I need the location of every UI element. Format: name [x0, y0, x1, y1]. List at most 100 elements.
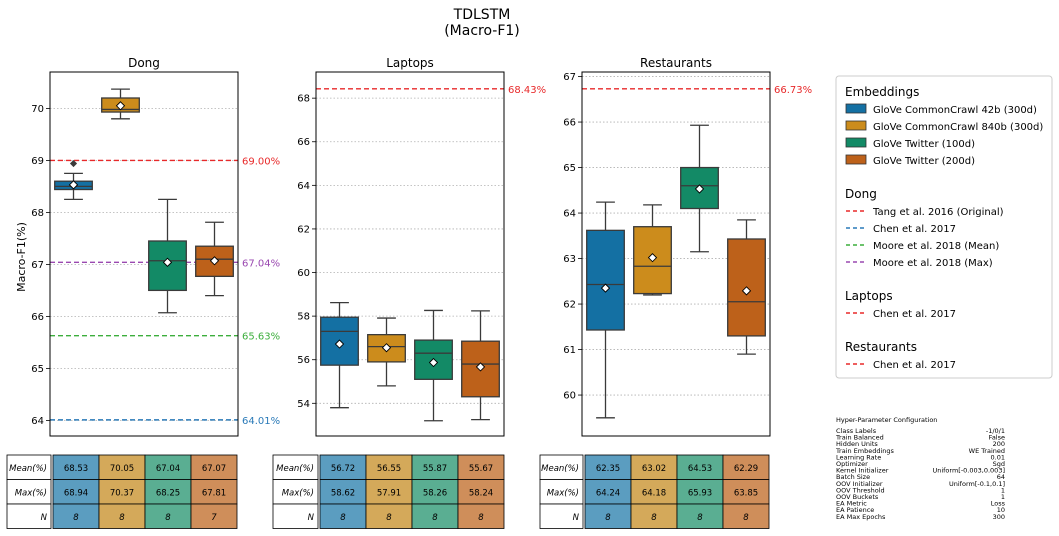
legend-swatch: [845, 103, 867, 114]
table-cell: [630, 479, 678, 505]
table-row-label: Mean(%): [9, 464, 47, 474]
table-cell-value: 7: [211, 513, 217, 523]
mean-marker: [381, 343, 392, 353]
table-row-header: [539, 479, 584, 505]
y-tick-label: 64: [297, 181, 310, 192]
y-tick-label: 64: [31, 416, 44, 427]
y-tick-label: 70: [31, 104, 44, 115]
y-tick-label: 68: [297, 94, 310, 105]
legend-item-label: Chen et al. 2017: [873, 360, 956, 371]
table-cell-value: 67.07: [202, 464, 226, 474]
table-cell-value: 8: [73, 513, 79, 523]
table-row-header: [272, 503, 319, 529]
y-tick-label: 67: [31, 260, 44, 271]
table-cell: [411, 454, 459, 480]
table-row-header: [6, 503, 52, 529]
reference-line-label: 69.00%: [242, 156, 280, 167]
legend-item-label: Chen et al. 2017: [873, 224, 956, 235]
panel-dong: Dong 64 65 66 67 68 69 70 69.00% 67.04% 65.63% 64.0…: [31, 56, 280, 437]
table-cell-value: 58.26: [423, 488, 447, 498]
table-cell-value: 70.37: [110, 488, 134, 498]
table-cell: [676, 503, 724, 529]
y-tick-label: 61: [563, 345, 576, 356]
table-cell-value: 56.55: [377, 464, 401, 474]
legend-item-label: Moore et al. 2018 (Max): [873, 258, 993, 269]
mean-marker: [115, 101, 126, 111]
panel-title: Dong: [128, 56, 160, 70]
table-cell-value: 57.91: [377, 488, 401, 498]
hyperparam-key: Batch Size: [836, 473, 870, 481]
table-row-header: [272, 454, 319, 480]
table-cell-value: 8: [743, 513, 749, 523]
y-tick-label: 64: [563, 209, 576, 220]
reference-line-label: 68.43%: [508, 85, 546, 96]
table-cell: [144, 479, 192, 505]
table-cell: [722, 503, 770, 529]
hyperparam-key: Train Balanced: [835, 434, 884, 442]
table-cell-value: 56.72: [331, 464, 355, 474]
table-cell-value: 64.24: [596, 488, 620, 498]
legend-section-title: Dong: [845, 187, 877, 201]
table-cell-value: 55.67: [469, 464, 493, 474]
mean-marker: [209, 256, 220, 266]
hyperparam-value: 10: [997, 506, 1005, 514]
legend-swatch: [845, 154, 867, 165]
hyperparam-title: Hyper-Parameter Configuration: [836, 416, 937, 424]
table-cell: [190, 479, 238, 505]
table-cell: [365, 503, 413, 529]
reference-line-label: 64.01%: [242, 416, 280, 427]
mean-marker: [741, 286, 752, 296]
hyperparam-value: WE Trained: [969, 447, 1005, 455]
legend-frame: [835, 75, 1053, 379]
table-cell: [52, 503, 100, 529]
table-cell-value: 62.35: [596, 464, 620, 474]
table-cell-value: 8: [432, 513, 438, 523]
table-cell-value: 65.93: [688, 488, 712, 498]
hyperparam-value: False: [989, 434, 1005, 442]
table-restaurants: Mean(%) 62.35 63.02 64.53 62.29 Max(%) 64.24 64…: [539, 454, 770, 529]
table-cell-value: 68.53: [64, 464, 88, 474]
hyperparam-key: Kernel Initializer: [836, 467, 889, 475]
table-cell-value: 8: [119, 513, 125, 523]
table-row-label: N: [41, 513, 48, 523]
hyperparameter-config: Hyper-Parameter Configuration Class Label…: [835, 416, 1006, 521]
table-cell: [319, 503, 367, 529]
table-cell-value: 62.29: [734, 464, 758, 474]
panel-title: Restaurants: [640, 56, 712, 70]
table-cell: [98, 479, 146, 505]
table-cell: [722, 479, 770, 505]
axes-frame: [315, 71, 505, 437]
mean-marker: [162, 257, 173, 267]
legend-section-title: Restaurants: [845, 340, 917, 354]
table-cell-value: 68.94: [64, 488, 88, 498]
axes-frame: [581, 71, 771, 437]
y-tick-label: 58: [297, 312, 310, 323]
table-cell-value: 70.05: [110, 464, 134, 474]
legend-item-label: GloVe Twitter (200d): [873, 156, 975, 167]
table-cell-value: 68.25: [156, 488, 180, 498]
hyperparam-value: 0.01: [991, 453, 1005, 461]
table-row-header: [539, 454, 584, 480]
legend-item-label: GloVe Twitter (100d): [873, 139, 975, 150]
mean-marker: [428, 357, 439, 368]
y-tick-label: 63: [563, 254, 576, 265]
table-cell: [457, 503, 505, 529]
panel-laptops: Laptops 54 56 58 60 62 64 66 68 68.43%: [297, 56, 546, 437]
y-tick-label: 65: [563, 163, 576, 174]
y-tick-label: 65: [31, 364, 44, 375]
hyperparam-value: 300: [993, 513, 1005, 521]
table-row-label: Max(%): [15, 488, 47, 498]
legend-swatch: [845, 137, 867, 148]
table-row-header: [539, 503, 584, 529]
hyperparam-value: 64: [997, 473, 1005, 481]
legend-item-label: GloVe CommonCrawl 840b (300d): [873, 122, 1043, 133]
table-cell-value: 63.85: [734, 488, 758, 498]
y-tick-label: 69: [31, 156, 44, 167]
panel-title: Laptops: [386, 56, 434, 70]
hyperparam-key: Class Labels: [836, 427, 877, 435]
table-cell-value: 8: [340, 513, 346, 523]
legend-swatch: [845, 120, 867, 131]
y-tick-label: 56: [297, 355, 310, 366]
y-tick-label: 60: [563, 391, 576, 402]
table-cell: [722, 454, 770, 480]
